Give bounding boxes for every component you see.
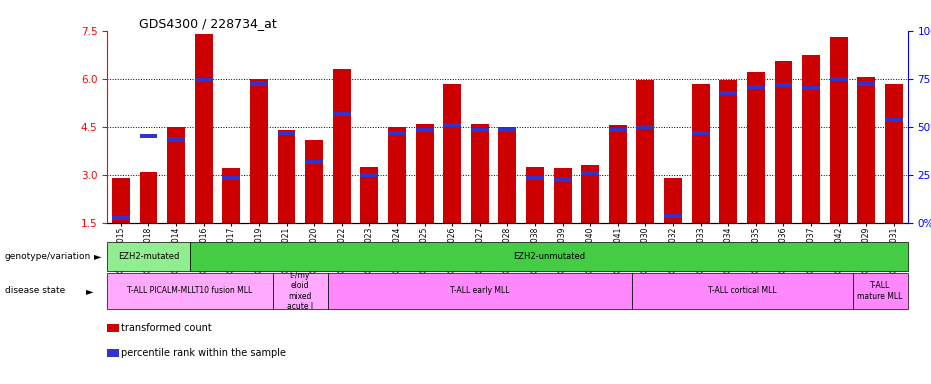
- Bar: [388, 127, 406, 223]
- Bar: [305, 160, 323, 164]
- Bar: [498, 127, 517, 223]
- Text: GDS4300 / 228734_at: GDS4300 / 228734_at: [139, 17, 277, 30]
- Bar: [195, 78, 212, 83]
- Text: T-ALL early MLL: T-ALL early MLL: [450, 286, 509, 295]
- Bar: [168, 127, 185, 223]
- Bar: [471, 124, 489, 223]
- Bar: [140, 172, 157, 223]
- Bar: [273, 273, 328, 309]
- Bar: [609, 128, 627, 132]
- Bar: [637, 80, 654, 223]
- Bar: [775, 61, 792, 223]
- Bar: [471, 128, 489, 132]
- Bar: [554, 168, 572, 223]
- Bar: [112, 178, 129, 223]
- Bar: [223, 176, 240, 180]
- Bar: [250, 79, 268, 223]
- Text: ►: ►: [94, 251, 101, 262]
- Bar: [195, 34, 212, 223]
- Bar: [328, 273, 631, 309]
- Bar: [637, 125, 654, 129]
- Text: genotype/variation: genotype/variation: [5, 252, 91, 261]
- Bar: [112, 216, 129, 220]
- Text: T-ALL PICALM-MLLT10 fusion MLL: T-ALL PICALM-MLLT10 fusion MLL: [128, 286, 252, 295]
- Bar: [631, 273, 853, 309]
- Text: EZH2-unmutated: EZH2-unmutated: [513, 252, 585, 261]
- Bar: [664, 214, 682, 218]
- Bar: [581, 171, 600, 175]
- Bar: [664, 178, 682, 223]
- Bar: [360, 173, 378, 177]
- Bar: [332, 69, 351, 223]
- Bar: [332, 112, 351, 116]
- Bar: [443, 84, 461, 223]
- Bar: [388, 131, 406, 135]
- Bar: [803, 86, 820, 90]
- Text: disease state: disease state: [5, 286, 65, 295]
- Bar: [554, 177, 572, 182]
- Bar: [720, 91, 737, 95]
- Bar: [830, 77, 848, 81]
- Bar: [857, 81, 875, 86]
- Bar: [305, 139, 323, 223]
- Bar: [720, 80, 737, 223]
- Bar: [415, 128, 434, 132]
- Bar: [747, 72, 765, 223]
- Bar: [803, 55, 820, 223]
- Bar: [223, 168, 240, 223]
- Bar: [190, 242, 908, 271]
- Bar: [168, 137, 185, 142]
- Bar: [885, 118, 903, 122]
- Bar: [526, 167, 544, 223]
- Bar: [415, 124, 434, 223]
- Bar: [250, 81, 268, 86]
- Bar: [885, 84, 903, 223]
- Bar: [443, 123, 461, 127]
- Bar: [107, 242, 190, 271]
- Bar: [526, 176, 544, 180]
- Bar: [277, 131, 295, 135]
- Bar: [692, 131, 709, 135]
- Bar: [277, 130, 295, 223]
- Bar: [581, 165, 600, 223]
- Bar: [140, 134, 157, 138]
- Bar: [107, 273, 273, 309]
- Bar: [747, 84, 765, 89]
- Bar: [360, 167, 378, 223]
- Bar: [775, 83, 792, 87]
- Text: transformed count: transformed count: [121, 323, 212, 333]
- Text: t-/my
eloid
mixed
acute l: t-/my eloid mixed acute l: [288, 271, 314, 311]
- Bar: [609, 125, 627, 223]
- Bar: [830, 37, 848, 223]
- Bar: [498, 128, 517, 132]
- Bar: [857, 77, 875, 223]
- Text: T-ALL cortical MLL: T-ALL cortical MLL: [708, 286, 776, 295]
- Text: ►: ►: [86, 286, 93, 296]
- Text: T-ALL
mature MLL: T-ALL mature MLL: [857, 281, 903, 301]
- Text: percentile rank within the sample: percentile rank within the sample: [121, 348, 287, 358]
- Text: EZH2-mutated: EZH2-mutated: [118, 252, 179, 261]
- Bar: [853, 273, 908, 309]
- Bar: [692, 84, 709, 223]
